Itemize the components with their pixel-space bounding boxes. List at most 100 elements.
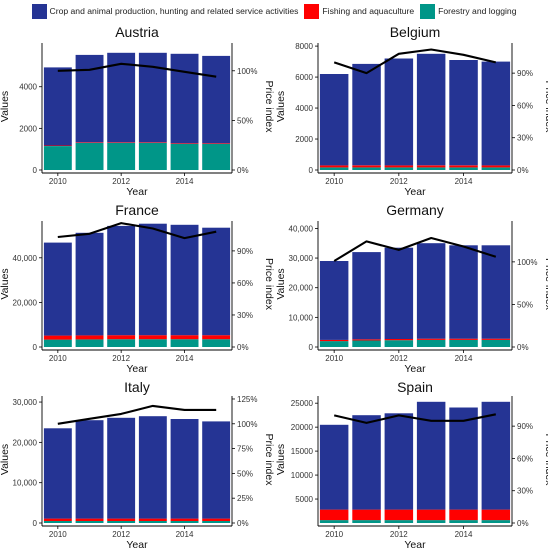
y2-tick-label: 125% [237, 395, 257, 404]
bar-2013-series-0 [416, 520, 446, 523]
bar-2014-series-1 [170, 335, 199, 340]
y-tick-label: 2000 [295, 135, 313, 144]
bar-2013-series-1 [138, 142, 167, 143]
y2-tick-label: 0% [517, 166, 529, 175]
bar-2013-series-0 [416, 339, 446, 347]
bar-2015-series-1 [202, 518, 231, 521]
bar-2012-series-1 [384, 509, 414, 521]
x-tick-label: 2010 [325, 177, 343, 186]
y-tick-label: 25000 [291, 399, 314, 408]
chart-title: France [115, 202, 159, 218]
bar-2011-series-0 [75, 339, 104, 347]
bar-2010-series-1 [319, 165, 349, 168]
bar-2010-series-1 [319, 339, 349, 342]
y-axis-title: Values [275, 91, 287, 122]
bar-2015-series-2 [202, 55, 231, 144]
bar-2011-series-1 [352, 339, 381, 341]
y2-tick-label: 25% [237, 494, 253, 503]
bar-2012-series-1 [107, 335, 136, 340]
bar-2011-series-2 [75, 232, 104, 336]
bar-2011-series-2 [352, 252, 381, 340]
y2-tick-label: 50% [237, 469, 253, 478]
y-tick-label: 0 [309, 343, 314, 352]
y-tick-label: 0 [33, 166, 38, 175]
bar-2012-series-0 [384, 340, 414, 347]
y-axis-title: Values [0, 91, 11, 122]
legend-label-fishing: Fishing and aquaculture [322, 6, 415, 16]
x-tick-label: 2012 [112, 530, 130, 539]
x-axis-title: Year [404, 363, 426, 375]
legend-item-forestry: Forestry and logging [420, 3, 517, 19]
x-tick-label: 2012 [390, 354, 408, 363]
bar-2011-series-1 [75, 142, 104, 143]
x-tick-label: 2012 [112, 177, 130, 186]
y-tick-label: 30,000 [13, 398, 38, 407]
bar-2013-series-0 [138, 521, 167, 523]
bar-2010-series-0 [43, 521, 72, 523]
x-tick-label: 2012 [390, 530, 408, 539]
bar-2010-series-0 [319, 341, 349, 347]
x-axis-title: Year [126, 363, 148, 375]
bar-2011-series-1 [352, 165, 381, 168]
x-axis-title: Year [404, 539, 426, 550]
bar-2011-series-1 [75, 335, 104, 340]
legend-label-forestry: Forestry and logging [438, 6, 517, 16]
bar-2015-series-1 [481, 165, 511, 168]
x-tick-label: 2014 [455, 354, 473, 363]
bar-2013-series-1 [416, 338, 446, 340]
bar-2013-series-1 [416, 165, 446, 168]
bar-2014-series-1 [449, 509, 478, 521]
bar-2012-series-0 [107, 142, 136, 170]
bar-2011-series-0 [352, 340, 381, 347]
bar-2015-series-0 [202, 144, 231, 170]
y2-tick-label: 0% [237, 519, 249, 528]
y2-axis-title: Price index [543, 434, 548, 487]
y2-tick-label: 60% [237, 279, 253, 288]
bar-2010-series-2 [319, 424, 349, 510]
y-tick-label: 0 [33, 343, 38, 352]
x-tick-label: 2010 [49, 354, 67, 363]
x-tick-label: 2014 [176, 177, 194, 186]
bar-2013-series-0 [138, 142, 167, 170]
bar-2013-series-2 [138, 223, 167, 336]
bar-2015-series-2 [202, 421, 231, 519]
x-tick-label: 2010 [49, 530, 67, 539]
bar-2011-series-0 [75, 521, 104, 523]
y2-tick-label: 30% [517, 134, 533, 143]
y-tick-label: 4000 [19, 83, 37, 92]
bar-2010-series-2 [319, 261, 349, 340]
bar-2014-series-2 [449, 60, 478, 166]
bar-2015-series-0 [202, 339, 231, 347]
x-axis-title: Year [126, 539, 148, 550]
bar-2013-series-2 [416, 53, 446, 166]
bar-2010-series-1 [43, 335, 72, 340]
bar-2014-series-2 [449, 407, 478, 510]
y2-tick-label: 50% [517, 300, 533, 309]
x-tick-label: 2012 [112, 354, 130, 363]
bar-2012-series-2 [107, 417, 136, 519]
x-tick-label: 2010 [49, 177, 67, 186]
chart-title: Italy [124, 379, 150, 395]
bar-2013-series-1 [138, 335, 167, 340]
bar-2010-series-1 [319, 509, 349, 521]
bar-2013-series-2 [138, 416, 167, 519]
bar-2012-series-2 [107, 52, 136, 143]
y-tick-label: 2000 [19, 124, 37, 133]
y2-tick-label: 30% [517, 487, 533, 496]
bar-2011-series-1 [352, 509, 381, 521]
price-index-line [57, 404, 217, 425]
legend-item-fishing: Fishing and aquaculture [304, 3, 415, 19]
x-tick-label: 2010 [325, 354, 343, 363]
y2-tick-label: 0% [517, 519, 529, 528]
price-index-line [57, 62, 217, 78]
price-index-line [333, 48, 497, 75]
bar-2010-series-0 [43, 146, 72, 170]
bar-2011-series-2 [352, 63, 381, 166]
y2-tick-label: 90% [237, 247, 253, 256]
y2-axis-title: Price index [263, 81, 275, 134]
chart-title: Spain [397, 379, 433, 395]
bar-2014-series-1 [170, 143, 199, 144]
y-tick-label: 5000 [295, 495, 313, 504]
bar-2011-series-1 [75, 518, 104, 521]
legend-swatch-fishing [304, 3, 320, 19]
